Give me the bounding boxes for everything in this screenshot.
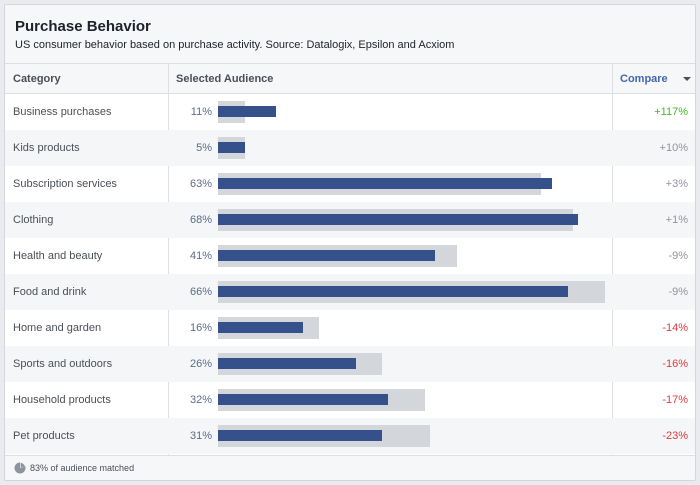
row-category-label: Kids products bbox=[13, 142, 80, 154]
row-selected-percent: 5% bbox=[196, 142, 212, 154]
row-selected-percent: 32% bbox=[189, 394, 212, 406]
purchase-behavior-card: Purchase Behavior US consumer behavior b… bbox=[4, 4, 696, 481]
row-category-label: Health and beauty bbox=[13, 250, 103, 262]
row-compare-value: +10% bbox=[659, 142, 688, 154]
table-row: Pet products 31% -23% bbox=[5, 418, 695, 454]
row-category-label: Sports and outdoors bbox=[13, 358, 113, 370]
row-selected-percent: 31% bbox=[189, 430, 212, 442]
card-subtitle: US consumer behavior based on purchase a… bbox=[15, 39, 455, 51]
selected-audience-bar bbox=[218, 394, 388, 405]
selected-audience-bar bbox=[218, 106, 277, 117]
card-footer: 83% of audience matched bbox=[5, 455, 695, 480]
row-category-label: Household products bbox=[13, 394, 111, 406]
table-row: Health and beauty 41% -9% bbox=[5, 238, 695, 274]
row-compare-value: +117% bbox=[654, 106, 688, 118]
selected-audience-bar bbox=[218, 322, 303, 333]
table-row: Household products 32% -17% bbox=[5, 382, 695, 418]
row-compare-value: -23% bbox=[662, 430, 688, 442]
column-header-selected-audience: Selected Audience bbox=[176, 73, 274, 85]
compare-dropdown[interactable]: Compare bbox=[620, 73, 668, 85]
card-title: Purchase Behavior bbox=[15, 18, 151, 35]
row-selected-percent: 68% bbox=[189, 214, 212, 226]
row-selected-percent: 41% bbox=[189, 250, 212, 262]
row-selected-percent: 11% bbox=[190, 106, 212, 118]
column-header-category: Category bbox=[13, 73, 61, 85]
row-category-label: Pet products bbox=[13, 430, 75, 442]
row-category-label: Subscription services bbox=[13, 178, 117, 190]
row-compare-value: -9% bbox=[668, 286, 688, 298]
row-compare-value: -16% bbox=[662, 358, 688, 370]
card-header: Purchase Behavior US consumer behavior b… bbox=[5, 5, 695, 64]
selected-audience-bar bbox=[218, 358, 356, 369]
row-compare-value: -17% bbox=[662, 394, 688, 406]
pie-chart-icon bbox=[14, 462, 26, 474]
table-header: Category Selected Audience Compare bbox=[5, 64, 695, 94]
row-selected-percent: 66% bbox=[189, 286, 212, 298]
selected-audience-bar bbox=[218, 250, 436, 261]
selected-audience-bar bbox=[218, 178, 552, 189]
row-category-label: Clothing bbox=[13, 214, 54, 226]
row-compare-value: -9% bbox=[668, 250, 688, 262]
selected-audience-bar bbox=[218, 430, 383, 441]
row-compare-value: -14% bbox=[662, 322, 688, 334]
column-divider bbox=[612, 64, 613, 455]
table-row: Food and drink 66% -9% bbox=[5, 274, 695, 310]
table-body: Business purchases 11% +117% Kids products 5… bbox=[5, 94, 695, 454]
table-row: Clothing 68% +1% bbox=[5, 202, 695, 238]
row-category-label: Business purchases bbox=[13, 106, 112, 118]
row-selected-percent: 63% bbox=[189, 178, 212, 190]
audience-matched-text: 83% of audience matched bbox=[30, 463, 135, 473]
table-row: Kids products 5% +10% bbox=[5, 130, 695, 166]
table-row: Sports and outdoors 26% -16% bbox=[5, 346, 695, 382]
row-selected-percent: 16% bbox=[189, 322, 212, 334]
row-category-label: Food and drink bbox=[13, 286, 87, 298]
row-category-label: Home and garden bbox=[13, 322, 102, 334]
table-row: Business purchases 11% +117% bbox=[5, 94, 695, 130]
table-row: Home and garden 16% -14% bbox=[5, 310, 695, 346]
table-row: Subscription services 63% +3% bbox=[5, 166, 695, 202]
selected-audience-bar bbox=[218, 214, 579, 225]
row-selected-percent: 26% bbox=[189, 358, 212, 370]
selected-audience-bar bbox=[218, 286, 568, 297]
selected-audience-bar bbox=[218, 142, 245, 153]
row-compare-value: +1% bbox=[665, 214, 688, 226]
row-compare-value: +3% bbox=[665, 178, 688, 190]
column-divider bbox=[168, 64, 169, 455]
chevron-down-icon[interactable] bbox=[683, 77, 691, 81]
